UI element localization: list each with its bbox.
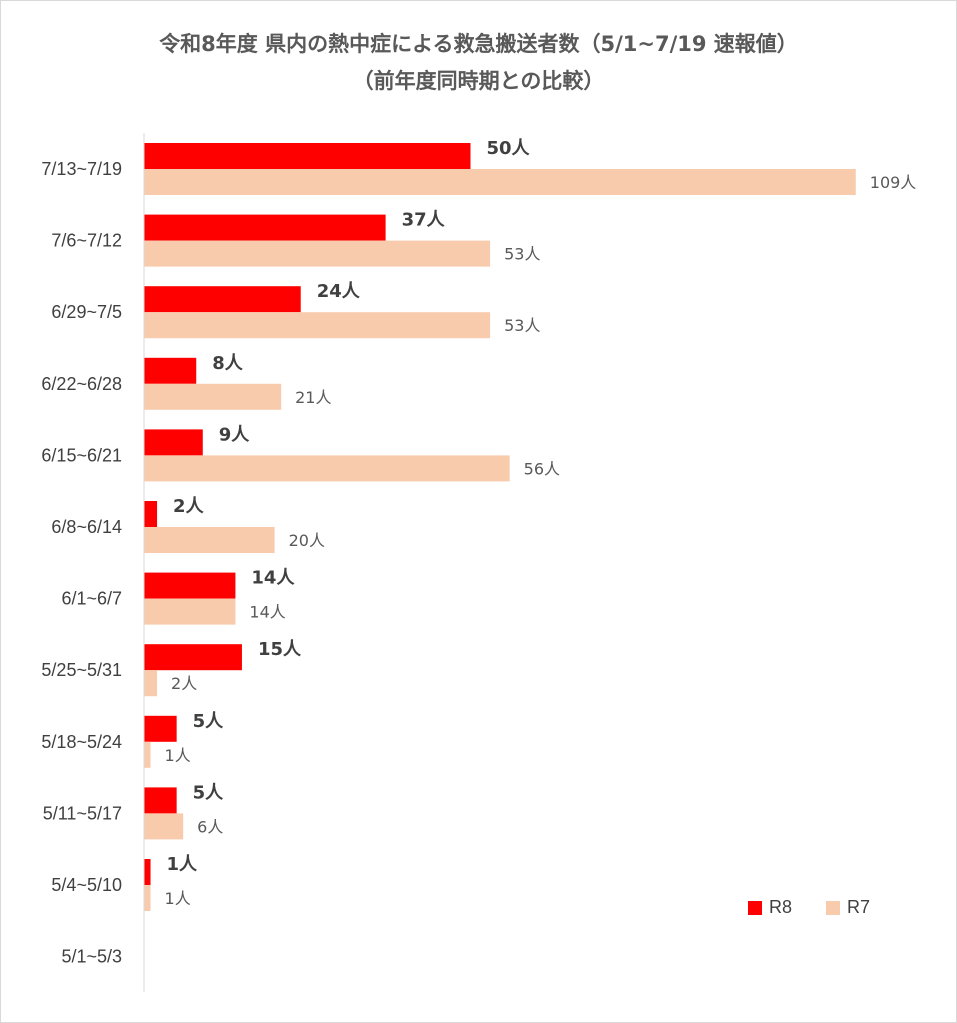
- bar-r7: [144, 383, 282, 410]
- data-label-r7: 6人: [197, 817, 223, 836]
- data-label-r7: 53人: [504, 245, 540, 264]
- bar-r7: [144, 885, 151, 911]
- bar-r8: [144, 143, 471, 169]
- data-label-r8: 15人: [258, 639, 302, 660]
- bar-r8: [144, 572, 236, 599]
- bar-r7: [144, 670, 158, 697]
- legend-item-r7: R7: [826, 897, 870, 918]
- chart-title-line1: 令和8年度 県内の熱中症による救急搬送者数（5/1~7/19 速報値）: [159, 32, 798, 56]
- data-label-r7: 21人: [295, 388, 331, 407]
- category-label: 6/1~6/7: [61, 589, 122, 609]
- bar-r8: [144, 214, 386, 241]
- legend-swatch-r7: [826, 900, 841, 915]
- legend-label-r7: R7: [847, 897, 871, 917]
- category-label: 5/1~5/3: [61, 947, 122, 967]
- data-label-r7: 1人: [165, 746, 191, 765]
- category-label: 6/15~6/21: [41, 445, 122, 465]
- bar-r7: [144, 741, 151, 768]
- bar-r7: [144, 527, 275, 553]
- chart-title-line2: （前年度同時期との比較）: [352, 69, 605, 93]
- chart-title: 令和8年度 県内の熱中症による救急搬送者数（5/1~7/19 速報値） （前年度…: [0, 26, 957, 100]
- category-label: 7/6~7/12: [51, 231, 122, 251]
- bar-r8: [144, 787, 177, 814]
- category-label: 5/25~5/31: [41, 660, 122, 680]
- category-label: 5/4~5/10: [51, 875, 122, 895]
- data-label-r8: 1人: [167, 854, 199, 875]
- data-label-r7: 2人: [171, 674, 197, 693]
- legend-item-r8: R8: [748, 897, 792, 918]
- bar-r8: [144, 715, 177, 742]
- bar-r8: [144, 859, 151, 885]
- bar-r8: [144, 286, 301, 313]
- bar-r8: [144, 501, 158, 527]
- bar-r7: [144, 455, 510, 482]
- legend-label-r8: R8: [769, 897, 793, 917]
- bar-r7: [144, 598, 236, 625]
- category-label: 7/13~7/19: [41, 159, 122, 179]
- data-label-r8: 14人: [251, 568, 295, 589]
- bar-r7: [144, 312, 491, 339]
- legend-swatch-r8: [748, 900, 762, 915]
- data-label-r8: 5人: [193, 711, 225, 732]
- bar-r8: [144, 644, 242, 671]
- category-label: 6/8~6/14: [51, 517, 122, 537]
- legend: R8 R7: [748, 897, 904, 918]
- data-label-r7: 109人: [870, 173, 917, 192]
- data-label-r8: 9人: [219, 424, 251, 445]
- data-label-r8: 50人: [487, 138, 531, 159]
- category-label: 5/18~5/24: [41, 732, 122, 752]
- data-label-r8: 24人: [317, 281, 361, 302]
- bar-r7: [144, 169, 856, 195]
- data-label-r8: 37人: [402, 210, 446, 231]
- bar-r7: [144, 813, 184, 840]
- bar-r7: [144, 240, 491, 267]
- bar-r8: [144, 429, 203, 456]
- data-label-r8: 5人: [193, 782, 225, 803]
- data-label-r7: 53人: [504, 316, 540, 335]
- data-label-r7: 20人: [289, 531, 325, 550]
- category-label: 5/11~5/17: [43, 803, 122, 823]
- category-label: 6/22~6/28: [41, 374, 122, 394]
- bar-r8: [144, 357, 197, 384]
- data-label-r8: 2人: [173, 496, 205, 517]
- data-label-r7: 14人: [249, 603, 285, 622]
- category-label: 6/29~7/5: [51, 302, 122, 322]
- data-label-r7: 56人: [524, 459, 560, 478]
- data-label-r8: 8人: [212, 353, 244, 374]
- data-label-r7: 1人: [165, 889, 191, 908]
